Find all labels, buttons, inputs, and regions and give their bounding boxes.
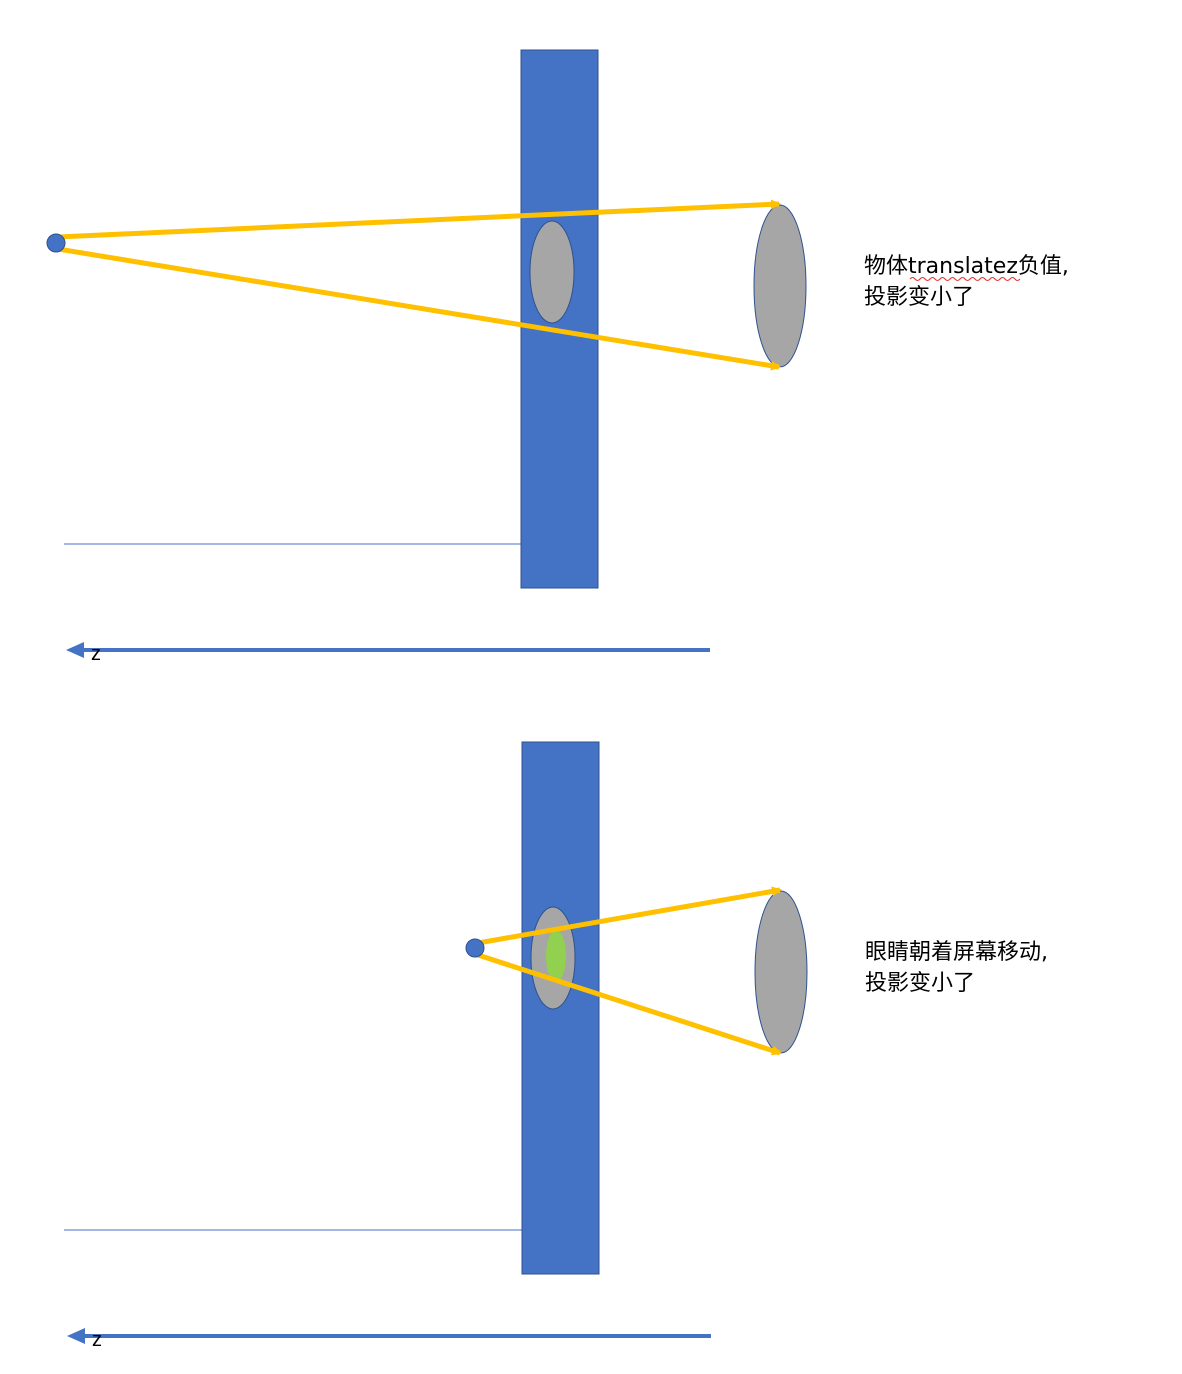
panel-1-ray-bottom (57, 246, 781, 371)
panel-1-eye (46, 233, 66, 253)
panel-2: z 眼睛朝着屏幕移动, 投影变小了 (64, 741, 1048, 1351)
panel-1-object (753, 204, 807, 368)
panel-1-caption-part-3: 负值, (1018, 254, 1069, 279)
panel-2-projection-small (546, 930, 566, 982)
panel-1-caption-part-1: 物体 (864, 254, 908, 279)
spellcheck-underline (909, 277, 1021, 281)
panel-2-eye (465, 938, 485, 958)
panel-2-screen-plane (521, 741, 600, 1275)
panel-2-caption-line-1: 眼睛朝着屏幕移动, (865, 940, 1048, 965)
panel-1-z-axis-arrowhead (66, 642, 84, 658)
panel-1-caption-line-2: 投影变小了 (864, 285, 974, 310)
panel-2-object (754, 890, 808, 1054)
panel-1-caption-line-1: 物体translatez负值, (864, 254, 1069, 279)
panel-2-caption-line-2: 投影变小了 (865, 971, 975, 996)
panel-2-z-axis-arrowhead (67, 1328, 85, 1344)
panel-1-z-axis-label: z (91, 643, 101, 665)
panel-1: z 物体translatez负值, 投影变小了 (46, 49, 1069, 665)
panel-1-caption-part-2: translatez (908, 254, 1018, 279)
panel-2-ray-bottom (477, 952, 782, 1056)
panel-2-ray-top (477, 886, 782, 946)
panel-1-ray-top (57, 199, 781, 240)
panel-2-z-axis-label: z (92, 1329, 102, 1351)
panel-1-projection (529, 220, 575, 324)
